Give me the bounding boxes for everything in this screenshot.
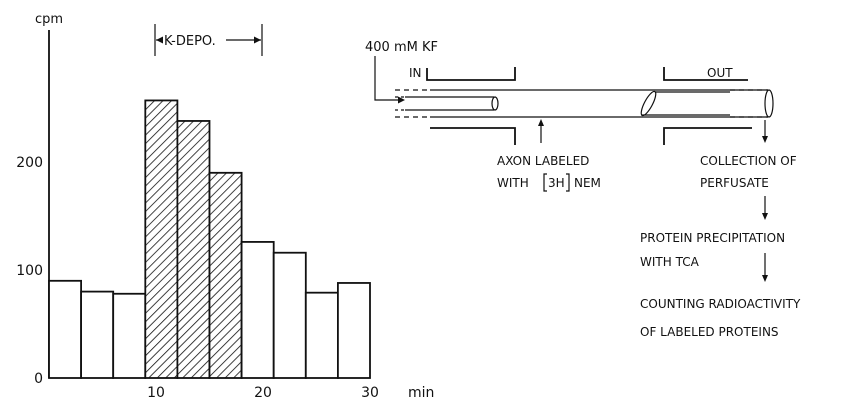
step-precipitation-line2: WITH TCA xyxy=(640,255,700,269)
x-axis-label: min xyxy=(408,385,434,401)
step-arrow-1-head xyxy=(762,213,768,220)
histogram-bar-9 xyxy=(304,291,339,379)
isotope-right-bracket xyxy=(566,173,570,192)
histogram: cpm min 10 20 30 0 100 200 K-DEPO. xyxy=(16,12,434,401)
chamber-bottom-left-wall xyxy=(430,127,516,145)
kf-inlet-arrowhead xyxy=(398,96,405,104)
axon-label-line1: AXON LABELED xyxy=(497,154,589,168)
y-tick-labels: 0 100 200 xyxy=(16,155,43,387)
histogram-bar-10 xyxy=(336,282,371,379)
histogram-bar-2 xyxy=(80,290,115,379)
axon-cut-end xyxy=(764,89,774,118)
histogram-bar-3 xyxy=(112,292,147,379)
k-depo-left-arrowhead xyxy=(156,36,163,44)
bars xyxy=(48,99,371,379)
step-counting-line1: COUNTING RADIOACTIVITY xyxy=(640,297,801,311)
chamber-top-right-wall xyxy=(663,67,748,81)
k-depo-right-arrowhead xyxy=(254,36,261,44)
kf-label: 400 mM KF xyxy=(365,40,438,55)
histogram-bar-6 xyxy=(208,171,243,379)
step-counting-line2: OF LABELED PROTEINS xyxy=(640,325,779,339)
histogram-bar-8 xyxy=(272,251,307,379)
chamber-bottom-right-wall xyxy=(663,127,752,145)
outflow-cannula-bevel xyxy=(640,90,657,117)
k-depo-annotation: K-DEPO. xyxy=(154,24,263,56)
x-tick-label-10: 10 xyxy=(147,385,165,401)
histogram-bar-5 xyxy=(176,120,211,379)
step-precipitation-line1: PROTEIN PRECIPITATION xyxy=(640,231,785,245)
y-tick-label-200: 200 xyxy=(16,155,43,171)
kf-inlet-arrow-line xyxy=(374,56,400,101)
histogram-bar-4 xyxy=(144,99,179,379)
inflow-cannula-tip xyxy=(491,96,499,111)
chamber-top-left-wall xyxy=(426,67,516,81)
step-collection-line2: PERFUSATE xyxy=(700,176,769,190)
axon-label-line2-prefix: WITH xyxy=(497,176,529,190)
histogram-bar-1 xyxy=(48,279,82,379)
x-tick-label-20: 20 xyxy=(254,385,272,401)
out-label: OUT xyxy=(707,66,733,80)
y-axis-label: cpm xyxy=(35,12,63,27)
perfusion-diagram: 400 mM KF IN OUT AXON LABELED WIT xyxy=(365,40,801,339)
step-arrow-2-head xyxy=(762,275,768,282)
in-label: IN xyxy=(409,66,422,80)
axon-label-line2-suffix: NEM xyxy=(574,176,601,190)
axon-pointer-arrowhead xyxy=(538,119,544,126)
outflow-arrowhead xyxy=(762,136,768,143)
k-depo-label: K-DEPO. xyxy=(164,34,216,49)
isotope-left-bracket xyxy=(543,173,547,192)
histogram-bar-7 xyxy=(240,241,275,379)
x-tick-labels: 10 20 30 xyxy=(147,385,379,401)
y-tick-label-0: 0 xyxy=(34,371,43,387)
axon-label-isotope: 3H xyxy=(548,176,565,190)
y-tick-label-100: 100 xyxy=(16,263,43,279)
step-collection-line1: COLLECTION OF xyxy=(700,154,797,168)
x-tick-label-30: 30 xyxy=(361,385,379,401)
